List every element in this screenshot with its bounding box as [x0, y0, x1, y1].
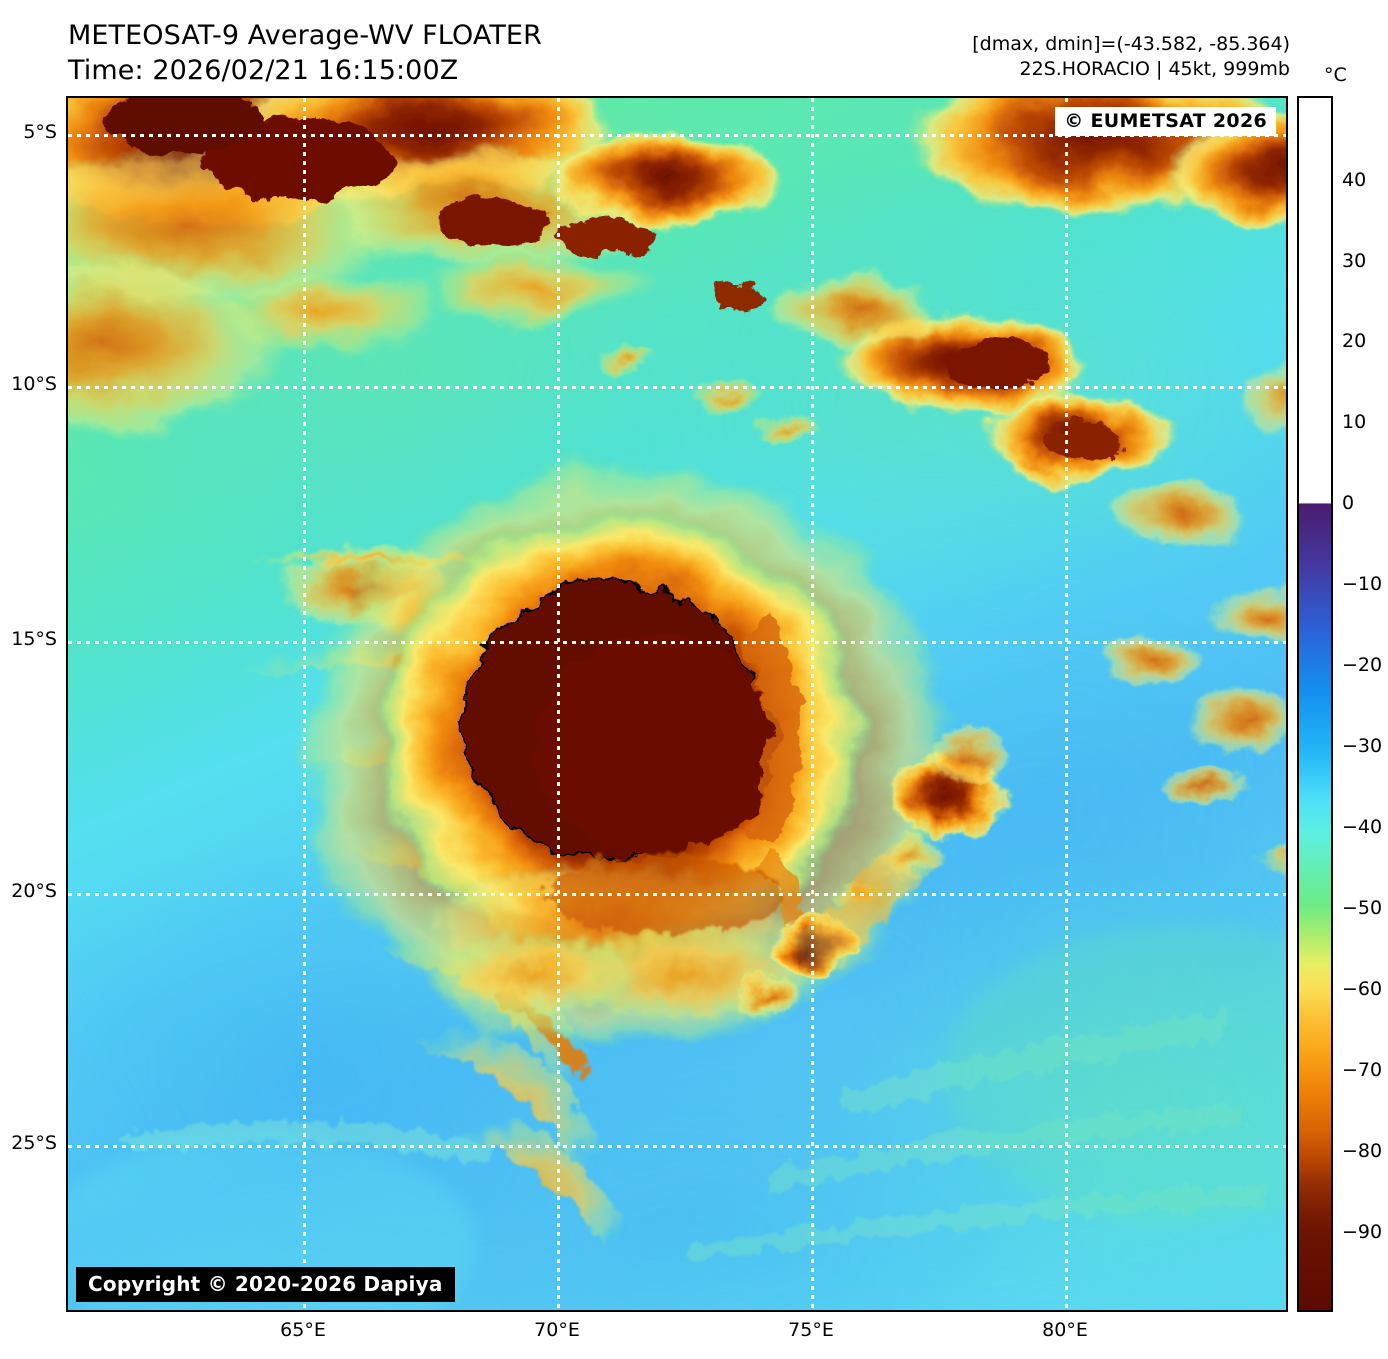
lon-tick-65e: 65°E [280, 1319, 326, 1341]
cbar-tick-m50: −50 [1342, 897, 1383, 919]
cbar-tick-m70: −70 [1342, 1059, 1383, 1081]
cbar-tick-0: 0 [1342, 492, 1355, 514]
cbar-tick-10: 10 [1342, 411, 1367, 433]
satellite-map-panel[interactable]: © EUMETSAT 2026 Copyright © 2020-2026 Da… [66, 96, 1288, 1312]
data-range-text: [dmax, dmin]=(-43.582, -85.364) [972, 33, 1290, 55]
title-timestamp: Time: 2026/02/21 16:15:00Z [68, 55, 459, 87]
colorbar-unit-label: °C [1324, 64, 1347, 86]
lat-tick-5s: 5°S [23, 121, 57, 143]
cbar-tick-m10: −10 [1342, 573, 1383, 595]
cbar-tick-30: 30 [1342, 250, 1367, 272]
cbar-tick-m90: −90 [1342, 1221, 1383, 1243]
colorbar-gradient [1299, 98, 1331, 1310]
cbar-tick-m20: −20 [1342, 654, 1383, 676]
dapiya-copyright-badge: Copyright © 2020-2026 Dapiya [76, 1267, 455, 1302]
cbar-tick-m80: −80 [1342, 1140, 1383, 1162]
lon-tick-75e: 75°E [788, 1319, 834, 1341]
satellite-imagery [68, 98, 1286, 1310]
cbar-tick-m40: −40 [1342, 816, 1383, 838]
lon-tick-70e: 70°E [534, 1319, 580, 1341]
cbar-tick-40: 40 [1342, 169, 1367, 191]
lon-tick-80e: 80°E [1042, 1319, 1088, 1341]
lat-tick-10s: 10°S [11, 373, 57, 395]
lat-tick-15s: 15°S [11, 628, 57, 650]
lat-tick-20s: 20°S [11, 880, 57, 902]
cbar-tick-m30: −30 [1342, 735, 1383, 757]
page-title: METEOSAT-9 Average-WV FLOATER Time: 2026… [68, 18, 542, 88]
temperature-colorbar[interactable] [1297, 96, 1333, 1312]
cbar-tick-20: 20 [1342, 330, 1367, 352]
cbar-tick-m60: −60 [1342, 978, 1383, 1000]
eumetsat-copyright-badge: © EUMETSAT 2026 [1055, 107, 1276, 136]
metadata-block: [dmax, dmin]=(-43.582, -85.364) 22S.HORA… [972, 32, 1290, 81]
lat-tick-25s: 25°S [11, 1132, 57, 1154]
storm-info-text: 22S.HORACIO | 45kt, 999mb [1019, 57, 1290, 80]
title-primary: METEOSAT-9 Average-WV FLOATER [68, 20, 542, 51]
